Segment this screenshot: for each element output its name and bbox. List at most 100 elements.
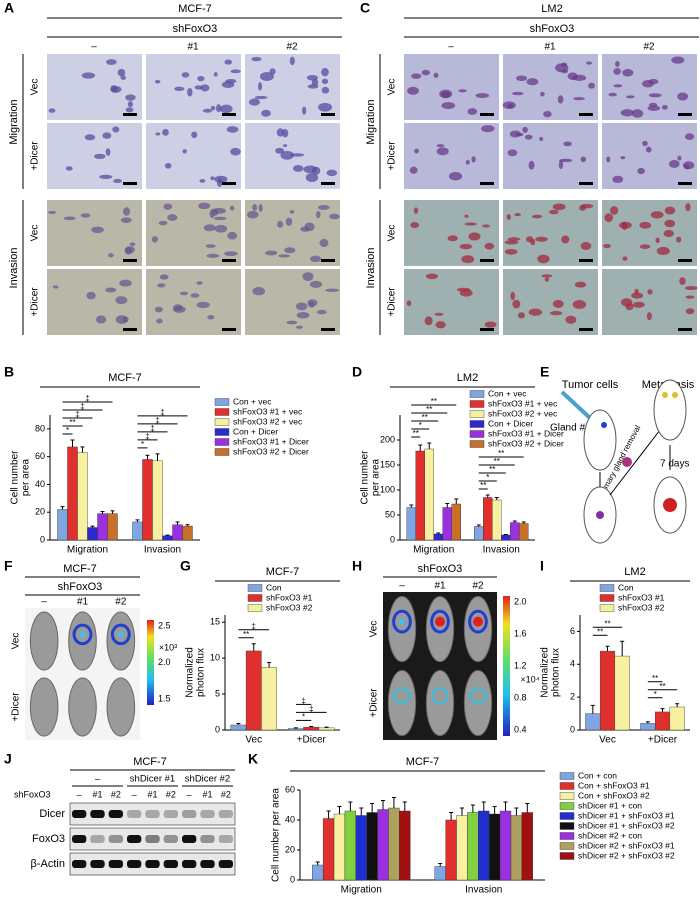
cell-cluster	[124, 247, 133, 255]
bar	[442, 507, 452, 541]
cell-cluster	[632, 301, 645, 308]
legend-label: shDicer #1 + con	[578, 800, 642, 810]
scale-bar	[678, 182, 692, 185]
row-label: shFoxO3	[14, 789, 51, 799]
bar	[355, 815, 367, 881]
y-tick-label: 0	[570, 724, 575, 734]
cell-cluster	[537, 254, 550, 264]
legend-label: Con + shFoxO3 #1	[578, 780, 650, 790]
legend-swatch	[469, 390, 485, 398]
cell-cluster	[321, 78, 329, 85]
bar	[261, 667, 277, 731]
legend-swatch	[247, 604, 263, 612]
diagram: Tumor cells Metastasis Gland #4 7 days M…	[550, 379, 695, 544]
y-tick-label: 50	[385, 509, 395, 519]
cell-cluster	[182, 149, 188, 154]
significance-mark: **	[489, 465, 495, 474]
mouse	[583, 409, 617, 471]
scale-bar	[579, 113, 593, 116]
cell-cluster	[224, 251, 238, 257]
group-label: –	[95, 774, 101, 785]
cell-cluster	[115, 296, 128, 305]
cell-cluster	[514, 212, 521, 217]
y-tick-label: 0	[290, 874, 295, 884]
signal	[468, 609, 488, 634]
band	[163, 810, 178, 818]
column-label: –	[448, 42, 454, 53]
significance-mark: **	[69, 418, 75, 427]
band	[200, 810, 215, 818]
legend-swatch	[559, 852, 575, 860]
legend-swatch	[559, 802, 575, 810]
band	[200, 860, 215, 868]
cell-cluster	[119, 279, 132, 287]
cell-cluster	[181, 72, 190, 78]
panel-label: F	[4, 558, 13, 574]
cell-cluster	[110, 85, 122, 93]
micrograph	[47, 269, 142, 335]
bar	[519, 523, 529, 541]
legend-swatch	[214, 438, 230, 446]
cell-cluster	[212, 207, 226, 214]
panel-label: I	[540, 558, 544, 574]
significance-mark: **	[597, 627, 603, 636]
cell-cluster	[191, 131, 198, 139]
legend-label: shFoxO3 #2 + vec	[488, 408, 558, 418]
cell-cluster	[467, 108, 478, 115]
legend-label: shFoxO3 #1 + Dicer	[488, 428, 564, 438]
bar	[483, 497, 493, 541]
cell-cluster	[528, 308, 543, 316]
tumor	[596, 511, 604, 519]
cell-cluster	[436, 144, 445, 148]
significance-mark: *	[654, 690, 657, 699]
scale-bar	[321, 182, 335, 185]
legend-label: shFoxO3 #2	[266, 602, 313, 612]
cell-cluster	[613, 84, 623, 88]
diagram-label: Gland #4	[550, 423, 591, 434]
cell-cluster	[155, 132, 161, 136]
cell-cluster	[447, 235, 458, 242]
significance-mark: **	[494, 457, 500, 466]
micrograph	[404, 269, 499, 335]
cell-cluster	[214, 224, 228, 233]
panel-label: E	[540, 364, 549, 380]
y-tick-label: 15	[210, 617, 220, 627]
assay-label: Migration	[8, 99, 20, 144]
cell-cluster	[685, 203, 691, 212]
scale-bar	[678, 113, 692, 116]
cell-cluster	[539, 136, 544, 142]
row-label: +Dicer	[387, 287, 398, 317]
legend-swatch	[469, 400, 485, 408]
significance-mark: *	[419, 421, 422, 430]
bar	[344, 810, 357, 881]
bar	[614, 655, 630, 731]
cell-cluster	[156, 318, 163, 324]
significance-mark: **	[480, 481, 486, 490]
cell-cluster	[202, 108, 213, 113]
micrograph	[146, 269, 241, 335]
cell-cluster	[561, 62, 568, 67]
cell-cluster	[541, 274, 553, 278]
mouse	[387, 595, 417, 663]
cell-cluster	[484, 321, 497, 328]
row-label: +Dicer	[30, 287, 41, 317]
row-label: +Dicer	[30, 141, 41, 171]
cell-cluster	[548, 209, 559, 215]
lane-label: –	[132, 789, 137, 799]
treatment: shFoxO3	[530, 23, 575, 35]
cell-cluster	[99, 174, 113, 179]
cell-cluster	[309, 280, 323, 288]
cell-cluster	[167, 214, 178, 221]
cell-cluster	[661, 104, 668, 110]
treatment: shFoxO3	[418, 563, 463, 575]
cell-cluster	[285, 217, 293, 226]
cell-cluster	[86, 291, 96, 300]
mouse	[463, 595, 493, 663]
x-tick-label: Invasion	[465, 885, 502, 896]
bar	[87, 527, 98, 541]
legend-label: Con + vec	[488, 388, 527, 398]
mouse	[653, 379, 687, 441]
cell-cluster	[543, 111, 552, 118]
panel-label: G	[180, 558, 191, 574]
legend-label: shFoxO3 #1	[266, 592, 313, 602]
